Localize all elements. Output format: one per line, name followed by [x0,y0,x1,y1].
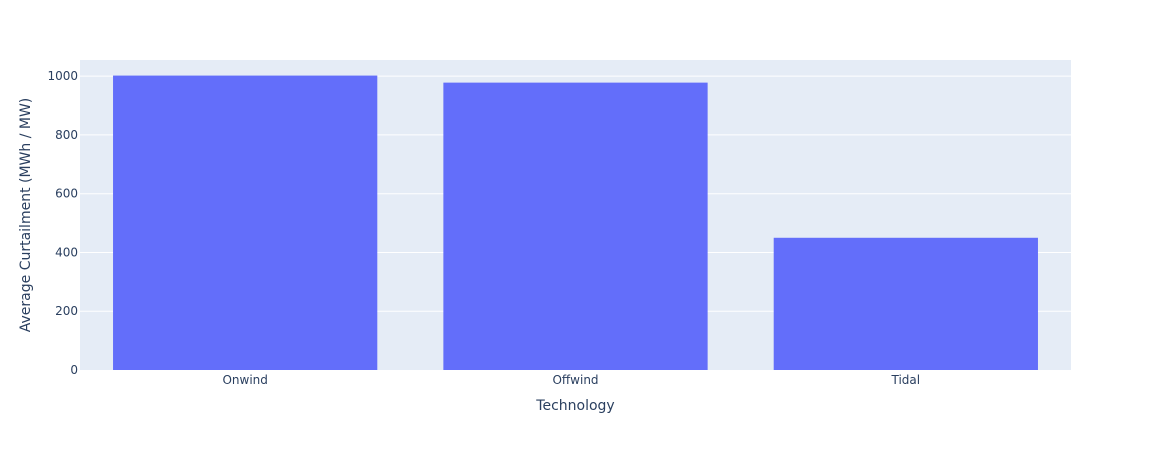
x-tick-label: Offwind [552,373,598,387]
y-tick-label: 0 [70,363,78,377]
bar-offwind[interactable] [443,82,708,370]
y-axis-ticks: 0 200 400 600 800 1000 [47,69,78,377]
y-tick-label: 200 [55,304,78,318]
y-tick-label: 800 [55,128,78,142]
bar-onwind[interactable] [113,75,378,371]
x-tick-label: Tidal [891,373,921,387]
x-axis-title: Technology [535,398,614,414]
x-tick-label: Onwind [222,373,267,387]
y-axis-title: Average Curtailment (MWh / MW) [18,98,34,333]
bar-tidal[interactable] [773,237,1038,370]
y-tick-label: 600 [55,187,78,201]
x-axis-ticks: Onwind Offwind Tidal [222,373,920,387]
y-tick-label: 1000 [47,69,78,83]
y-tick-label: 400 [55,245,78,259]
bars [113,75,1038,371]
